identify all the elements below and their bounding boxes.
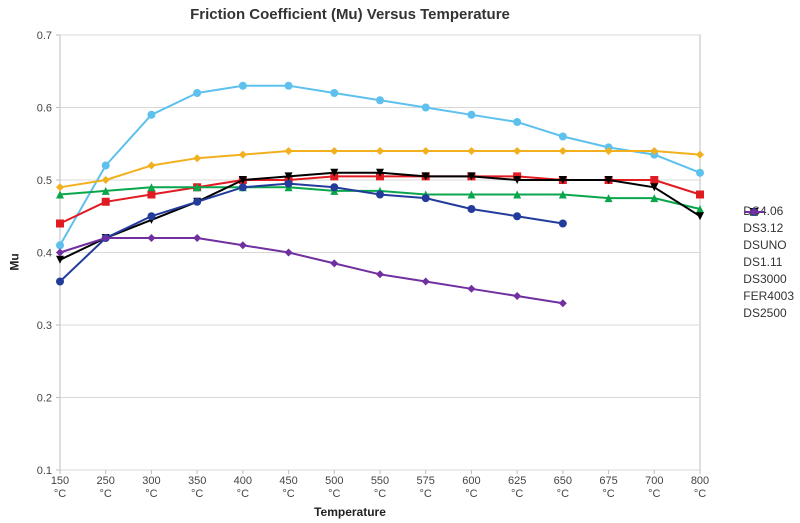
xtick-label: 625 [508, 475, 526, 487]
marker-icon [750, 208, 758, 216]
marker-icon [422, 194, 430, 202]
chart-container: Friction Coefficient (Mu) Versus Tempera… [0, 0, 800, 523]
legend-label: DS1.11 [743, 255, 782, 269]
marker-icon [696, 169, 704, 177]
legend-label: DS2500 [743, 306, 786, 320]
marker-icon [193, 198, 201, 206]
xtick-label: °C [602, 488, 614, 500]
xtick-label: °C [54, 488, 66, 500]
marker-icon [56, 220, 64, 228]
marker-icon [330, 183, 338, 191]
marker-icon [422, 104, 430, 112]
marker-icon [376, 191, 384, 199]
legend-swatch-icon [743, 201, 765, 223]
marker-icon [193, 89, 201, 97]
xtick-label: 150 [51, 475, 69, 487]
marker-icon [147, 212, 155, 220]
xtick-label: °C [237, 488, 249, 500]
legend-item-DS3_12[interactable]: DS3.12 [743, 221, 794, 235]
xtick-label: °C [282, 488, 294, 500]
legend-item-DS2500[interactable]: DS2500 [743, 306, 794, 320]
chart-svg: 0.10.20.30.40.50.60.7150°C250°C300°C350°… [0, 0, 800, 523]
marker-icon [102, 162, 110, 170]
legend-item-DSUNO[interactable]: DSUNO [743, 238, 794, 252]
xtick-label: °C [374, 488, 386, 500]
marker-icon [239, 183, 247, 191]
marker-icon [330, 89, 338, 97]
legend-label: DS3.12 [743, 221, 783, 235]
xtick-label: 800 [691, 475, 709, 487]
ytick-label: 0.7 [37, 30, 52, 42]
xtick-label: °C [191, 488, 203, 500]
xtick-label: 600 [462, 475, 480, 487]
xtick-label: °C [694, 488, 706, 500]
marker-icon [696, 191, 704, 199]
xtick-label: °C [511, 488, 523, 500]
marker-icon [147, 191, 155, 199]
xtick-label: 675 [599, 475, 617, 487]
xtick-label: 575 [417, 475, 435, 487]
xtick-label: 300 [142, 475, 160, 487]
marker-icon [56, 241, 64, 249]
marker-icon [102, 198, 110, 206]
xtick-label: °C [145, 488, 157, 500]
marker-icon [285, 180, 293, 188]
marker-icon [56, 278, 64, 286]
marker-icon [467, 205, 475, 213]
marker-icon [559, 220, 567, 228]
xtick-label: 650 [554, 475, 572, 487]
ytick-label: 0.5 [37, 175, 52, 187]
legend-item-DS1_11[interactable]: DS1.11 [743, 255, 794, 269]
marker-icon [650, 176, 658, 184]
ytick-label: 0.1 [37, 465, 52, 477]
legend: DS4.06DS3.12DSUNODS1.11DS3000FER4003DS25… [743, 201, 794, 323]
ytick-label: 0.4 [37, 248, 52, 260]
xtick-label: 550 [371, 475, 389, 487]
ytick-label: 0.2 [37, 393, 52, 405]
marker-icon [559, 133, 567, 141]
legend-label: DSUNO [743, 238, 786, 252]
legend-item-FER4003[interactable]: FER4003 [743, 289, 794, 303]
xtick-label: °C [557, 488, 569, 500]
marker-icon [239, 82, 247, 90]
marker-icon [285, 82, 293, 90]
xtick-label: °C [648, 488, 660, 500]
legend-label: DS3000 [743, 272, 786, 286]
xtick-label: 450 [279, 475, 297, 487]
xtick-label: 500 [325, 475, 343, 487]
xtick-label: 400 [234, 475, 252, 487]
xtick-label: °C [420, 488, 432, 500]
ytick-label: 0.6 [37, 103, 52, 115]
legend-item-DS3000[interactable]: DS3000 [743, 272, 794, 286]
xtick-label: °C [465, 488, 477, 500]
ytick-label: 0.3 [37, 320, 52, 332]
marker-icon [513, 118, 521, 126]
xtick-label: °C [328, 488, 340, 500]
marker-icon [467, 111, 475, 119]
xtick-label: °C [100, 488, 112, 500]
xtick-label: 250 [97, 475, 115, 487]
marker-icon [147, 111, 155, 119]
xtick-label: 350 [188, 475, 206, 487]
xtick-label: 700 [645, 475, 663, 487]
marker-icon [376, 96, 384, 104]
legend-label: FER4003 [743, 289, 794, 303]
marker-icon [513, 212, 521, 220]
